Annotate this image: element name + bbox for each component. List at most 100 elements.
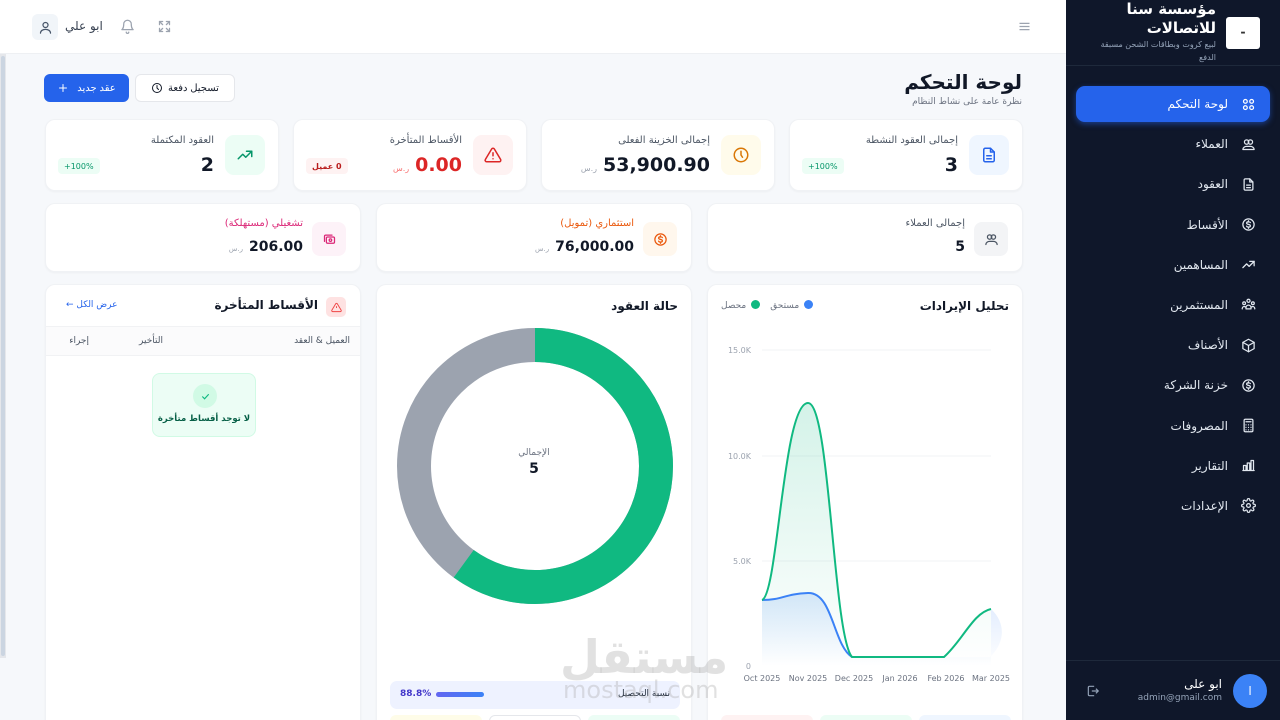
stat-value: ر.س 206.00	[229, 239, 303, 255]
clients-badge: 0 عميل	[306, 158, 348, 174]
sidebar-item-clients[interactable]: العملاء	[1076, 126, 1270, 162]
scrollbar-thumb[interactable]	[1, 56, 5, 656]
page-subtitle: نظرة عامة على نشاط النظام	[912, 97, 1022, 107]
new-contract-button[interactable]: عقد جديد	[44, 74, 129, 102]
fullscreen-icon[interactable]	[157, 19, 172, 38]
sidebar-item-dashboard[interactable]: لوحة التحكم	[1076, 86, 1270, 122]
collection-rate-bar: نسبة التحصيل 88.8%	[390, 681, 680, 709]
mini-card	[489, 715, 581, 720]
currency-label: ر.س	[392, 164, 410, 173]
gear-icon	[1240, 498, 1256, 514]
stat-number: 5	[955, 239, 965, 255]
stat-value: ر.س 76,000.00	[535, 239, 634, 255]
bell-icon[interactable]	[120, 19, 135, 38]
sidebar-item-label: التقارير	[1191, 458, 1228, 473]
trend-badge: +100%	[58, 158, 100, 174]
users-icon	[974, 222, 1008, 256]
panel-title: حالة العقود	[611, 299, 678, 313]
collection-percent: 88.8%	[400, 689, 432, 699]
view-all-link[interactable]: عرض الكل ←	[66, 300, 118, 310]
stat-card-total-clients: إجمالى العملاء 5	[707, 203, 1023, 272]
stat-number: 206.00	[248, 239, 303, 255]
calculator-icon	[1240, 418, 1256, 434]
sidebar-item-contracts[interactable]: العقود	[1076, 166, 1270, 202]
sidebar-item-label: المساهمين	[1173, 257, 1228, 272]
top-user-name: ابو علي	[65, 19, 103, 33]
stat-number: 0.00	[415, 154, 462, 176]
sidebar-item-label: الأقساط	[1186, 217, 1228, 232]
sidebar-item-installments[interactable]: الأقساط	[1076, 207, 1270, 243]
sidebar-item-label: العملاء	[1195, 137, 1228, 152]
donut-segment-active[interactable]	[397, 328, 673, 604]
series-line-collected[interactable]	[761, 401, 992, 658]
clock-icon	[152, 83, 163, 93]
legend-item-due[interactable]: مستحق	[770, 300, 814, 311]
contracts-status-panel: حالة العقود الإجمالي 5 نسبة التحصيل 88.8…	[376, 284, 692, 720]
avatar[interactable]: ا	[1233, 674, 1267, 708]
legend-label: مستحق	[770, 301, 800, 311]
document-icon	[1240, 176, 1256, 192]
svg-text:Feb 2026: Feb 2026	[927, 674, 964, 683]
stat-label: إجمالى العملاء	[905, 218, 965, 229]
brand-header: ▬ مؤسسة سنا للاتصالات لبيع كروت وبطاقات …	[1066, 0, 1280, 66]
page-title: لوحة التحكم	[904, 70, 1022, 94]
y-axis-labels: 15.0K 10.0K 5.0K 0	[728, 346, 752, 671]
panel-title: تحليل الإيرادات	[919, 299, 1009, 313]
sidebar-item-investors[interactable]: المستثمرين	[1076, 287, 1270, 323]
stat-card-overdue: الأقساط المتأخرة ر.س 0.00 0 عميل	[293, 119, 527, 191]
svg-text:Jan 2026: Jan 2026	[881, 674, 917, 683]
revenue-area-chart: 15.0K 10.0K 5.0K 0 Oct 2025 Nov 2025 Dec…	[728, 346, 1010, 683]
user-avatar-button[interactable]	[32, 14, 58, 40]
record-payment-label: تسجيل دفعة	[168, 82, 219, 94]
column-client-contract: العميل & العقد	[294, 336, 350, 346]
progress-fill	[436, 692, 484, 697]
stat-value: 5	[955, 239, 965, 255]
panel-title: الأقساط المتأخرة	[214, 298, 318, 312]
stat-number: 53,900.90	[603, 154, 710, 176]
stat-label: إجمالى العقود النشطة	[865, 135, 958, 146]
svg-text:5.0K: 5.0K	[733, 557, 752, 566]
sidebar-user-footer: ا ابو على admin@gmail.com	[1066, 660, 1280, 720]
sidebar-item-categories[interactable]: الأصناف	[1076, 327, 1270, 363]
hamburger-menu-icon[interactable]	[1017, 19, 1032, 38]
brand-logo: ▬	[1226, 17, 1260, 49]
mini-card	[919, 715, 1011, 720]
legend-item-collected[interactable]: محصل	[721, 300, 761, 311]
sidebar-item-shareholders[interactable]: المساهمين	[1076, 247, 1270, 283]
brand-tagline: لبيع كروت وبطاقات الشحن مسبقة الدفع	[1100, 40, 1216, 62]
warning-icon	[326, 297, 346, 317]
record-payment-button[interactable]: تسجيل دفعة	[135, 74, 235, 102]
revenue-analysis-panel: تحليل الإيرادات مستحق محصل 15.0K 10.0K 5…	[707, 284, 1023, 720]
box-icon	[1240, 337, 1256, 353]
currency-label: ر.س	[535, 245, 550, 253]
progress-track	[436, 692, 484, 697]
svg-text:15.0K: 15.0K	[728, 346, 752, 355]
cash-icon	[312, 222, 346, 256]
series-line-due[interactable]	[761, 591, 853, 658]
stat-value: ر.س 0.00	[393, 154, 462, 176]
svg-text:Oct 2025: Oct 2025	[744, 674, 781, 683]
sidebar-nav: لوحة التحكم العملاء العقود الأقساط المسا…	[1076, 86, 1270, 528]
stat-label: استثماري (تمويل)	[560, 218, 634, 229]
currency-label: ر.س	[228, 245, 243, 253]
document-icon	[969, 135, 1009, 175]
sidebar: ▬ مؤسسة سنا للاتصالات لبيع كروت وبطاقات …	[1066, 0, 1280, 720]
sidebar-item-label: المصروفات	[1170, 418, 1228, 433]
stat-card-operational: تشغيلي (مستهلكة) ر.س 206.00	[45, 203, 361, 272]
mini-card	[390, 715, 482, 720]
dollar-circle-icon	[1240, 377, 1256, 393]
mini-card	[721, 715, 813, 720]
stat-label: العقود المكتملة	[150, 135, 214, 146]
stat-label: تشغيلي (مستهلكة)	[224, 218, 303, 229]
contracts-donut-chart	[397, 328, 673, 604]
sidebar-item-reports[interactable]: التقارير	[1076, 448, 1270, 484]
stat-card-treasury: إجمالى الخزينة الفعلى ر.س 53,900.90	[541, 119, 775, 191]
sidebar-item-expenses[interactable]: المصروفات	[1076, 408, 1270, 444]
sidebar-item-treasury[interactable]: خزنة الشركة	[1076, 367, 1270, 403]
donut-center-label: الإجمالي	[518, 448, 550, 458]
logout-icon[interactable]	[1086, 683, 1100, 702]
sidebar-item-settings[interactable]: الإعدادات	[1076, 488, 1270, 524]
dollar-circle-icon	[643, 222, 677, 256]
svg-text:Nov 2025: Nov 2025	[789, 674, 828, 683]
sidebar-item-label: العقود	[1197, 177, 1228, 192]
